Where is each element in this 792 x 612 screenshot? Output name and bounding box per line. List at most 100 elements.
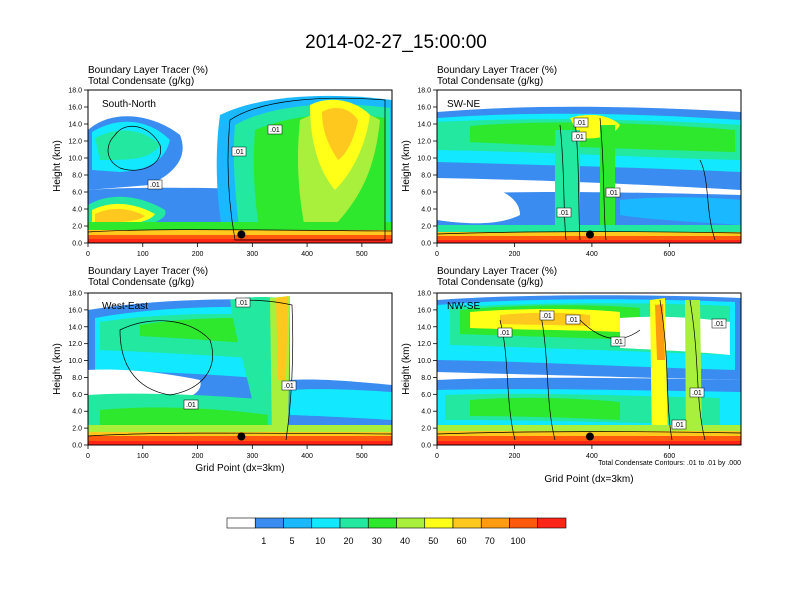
panel-annotation: SW-NE bbox=[447, 99, 480, 110]
y-tick-label: 14.0 bbox=[68, 324, 82, 331]
location-marker bbox=[237, 432, 246, 441]
x-tick-label: 0 bbox=[86, 453, 90, 460]
contour-label: .01 bbox=[573, 117, 589, 128]
y-tick-label: 16.0 bbox=[417, 105, 431, 112]
y-tick-label: 4.0 bbox=[72, 409, 82, 416]
svg-text:.01: .01 bbox=[238, 300, 248, 307]
x-tick-label: 600 bbox=[664, 453, 676, 460]
contour-footnote: Total Condensate Contours: .01 to .01 by… bbox=[598, 460, 741, 467]
y-tick-label: 16.0 bbox=[68, 307, 82, 314]
panel-title-line2: Total Condensate (g/kg) bbox=[437, 76, 543, 87]
contour-label: .01 bbox=[565, 314, 581, 325]
y-tick-label: 18.0 bbox=[417, 291, 431, 298]
panel-title-line2: Total Condensate (g/kg) bbox=[437, 277, 543, 288]
colorbar-label: 40 bbox=[400, 536, 410, 546]
y-tick-label: 12.0 bbox=[68, 139, 82, 146]
panel-sw-ne: Boundary Layer Tracer (%) Total Condensa… bbox=[401, 65, 742, 258]
svg-text:.01: .01 bbox=[500, 330, 510, 337]
location-marker bbox=[585, 432, 594, 441]
x-tick-label: 200 bbox=[192, 453, 204, 460]
panel-south-north: Boundary Layer Tracer (%) Total Condensa… bbox=[52, 65, 393, 258]
svg-text:.01: .01 bbox=[714, 321, 724, 328]
y-tick-label: 4.0 bbox=[72, 207, 82, 214]
y-tick-label: 18.0 bbox=[68, 291, 82, 298]
contour-label: .01 bbox=[147, 179, 163, 190]
contour-label: .01 bbox=[235, 297, 251, 308]
svg-text:.01: .01 bbox=[608, 190, 618, 197]
x-tick-label: 400 bbox=[586, 251, 598, 258]
colorbar-label: 10 bbox=[315, 536, 325, 546]
panel-title-line2: Total Condensate (g/kg) bbox=[88, 76, 194, 87]
x-axis-label: Grid Point (dx=3km) bbox=[544, 474, 633, 485]
x-tick-label: 0 bbox=[435, 453, 439, 460]
svg-text:.01: .01 bbox=[613, 339, 623, 346]
contour-label: .01 bbox=[711, 318, 727, 329]
colorbar-swatch bbox=[283, 517, 313, 529]
x-tick-label: 600 bbox=[664, 251, 676, 258]
x-tick-label: 0 bbox=[86, 251, 90, 258]
y-axis-label: Height (km) bbox=[52, 140, 63, 192]
x-tick-label: 200 bbox=[509, 453, 521, 460]
contour-label: .01 bbox=[571, 131, 587, 142]
colorbar-swatch bbox=[226, 517, 256, 529]
colorbar-label: 30 bbox=[372, 536, 382, 546]
y-tick-label: 14.0 bbox=[68, 122, 82, 129]
svg-text:.01: .01 bbox=[234, 149, 244, 156]
svg-text:.01: .01 bbox=[692, 390, 702, 397]
y-tick-label: 2.0 bbox=[72, 426, 82, 433]
y-tick-label: 12.0 bbox=[68, 341, 82, 348]
y-tick-label: 8.0 bbox=[421, 375, 431, 382]
colorbar-swatch bbox=[480, 517, 510, 529]
colorbar-swatch bbox=[339, 517, 369, 529]
panel-title-line1: Boundary Layer Tracer (%) bbox=[437, 65, 557, 76]
plot-frame bbox=[436, 292, 742, 446]
y-tick-label: 6.0 bbox=[421, 392, 431, 399]
contour-label: .01 bbox=[539, 310, 555, 321]
x-tick-label: 100 bbox=[137, 453, 149, 460]
y-tick-label: 18.0 bbox=[68, 88, 82, 95]
y-tick-label: 8.0 bbox=[72, 375, 82, 382]
svg-text:.01: .01 bbox=[674, 422, 684, 429]
contour-label: .01 bbox=[231, 146, 247, 157]
colorbar-swatch bbox=[537, 517, 567, 529]
y-tick-label: 10.0 bbox=[68, 156, 82, 163]
contour-label: .01 bbox=[605, 187, 621, 198]
y-tick-label: 10.0 bbox=[417, 358, 431, 365]
y-tick-label: 4.0 bbox=[421, 409, 431, 416]
page-title: 2014-02-27_15:00:00 bbox=[305, 32, 487, 53]
panel-annotation: West-East bbox=[102, 301, 148, 312]
location-marker bbox=[237, 230, 246, 239]
contour-label: .01 bbox=[610, 336, 626, 347]
x-tick-label: 0 bbox=[435, 251, 439, 258]
y-axis-label: Height (km) bbox=[401, 140, 412, 192]
svg-text:.01: .01 bbox=[284, 383, 294, 390]
colorbar: 1 5 10 20 30 40 50 60 70 100 bbox=[226, 517, 567, 546]
y-tick-label: 12.0 bbox=[417, 139, 431, 146]
contour-label: .01 bbox=[183, 399, 199, 410]
y-tick-label: 6.0 bbox=[72, 392, 82, 399]
y-tick-label: 8.0 bbox=[72, 173, 82, 180]
contour-label: .01 bbox=[671, 419, 687, 430]
y-tick-label: 0.0 bbox=[72, 241, 82, 248]
svg-text:.01: .01 bbox=[568, 317, 578, 324]
y-tick-label: 18.0 bbox=[417, 88, 431, 95]
y-tick-label: 2.0 bbox=[421, 224, 431, 231]
contour-label: .01 bbox=[267, 124, 283, 135]
y-tick-label: 0.0 bbox=[72, 443, 82, 450]
svg-text:.01: .01 bbox=[559, 210, 569, 217]
y-axis-label: Height (km) bbox=[401, 343, 412, 395]
contour-label: .01 bbox=[556, 207, 572, 218]
plot-frame bbox=[87, 292, 393, 446]
y-tick-label: 14.0 bbox=[417, 324, 431, 331]
y-tick-label: 14.0 bbox=[417, 122, 431, 129]
panel-west-east: Boundary Layer Tracer (%) Total Condensa… bbox=[52, 266, 393, 474]
location-marker bbox=[585, 230, 594, 239]
svg-text:.01: .01 bbox=[186, 402, 196, 409]
y-tick-label: 6.0 bbox=[421, 190, 431, 197]
x-tick-label: 100 bbox=[137, 251, 149, 258]
colorbar-swatch bbox=[509, 517, 539, 529]
colorbar-label: 100 bbox=[510, 536, 525, 546]
y-tick-label: 2.0 bbox=[421, 426, 431, 433]
contour-label: .01 bbox=[689, 387, 705, 398]
